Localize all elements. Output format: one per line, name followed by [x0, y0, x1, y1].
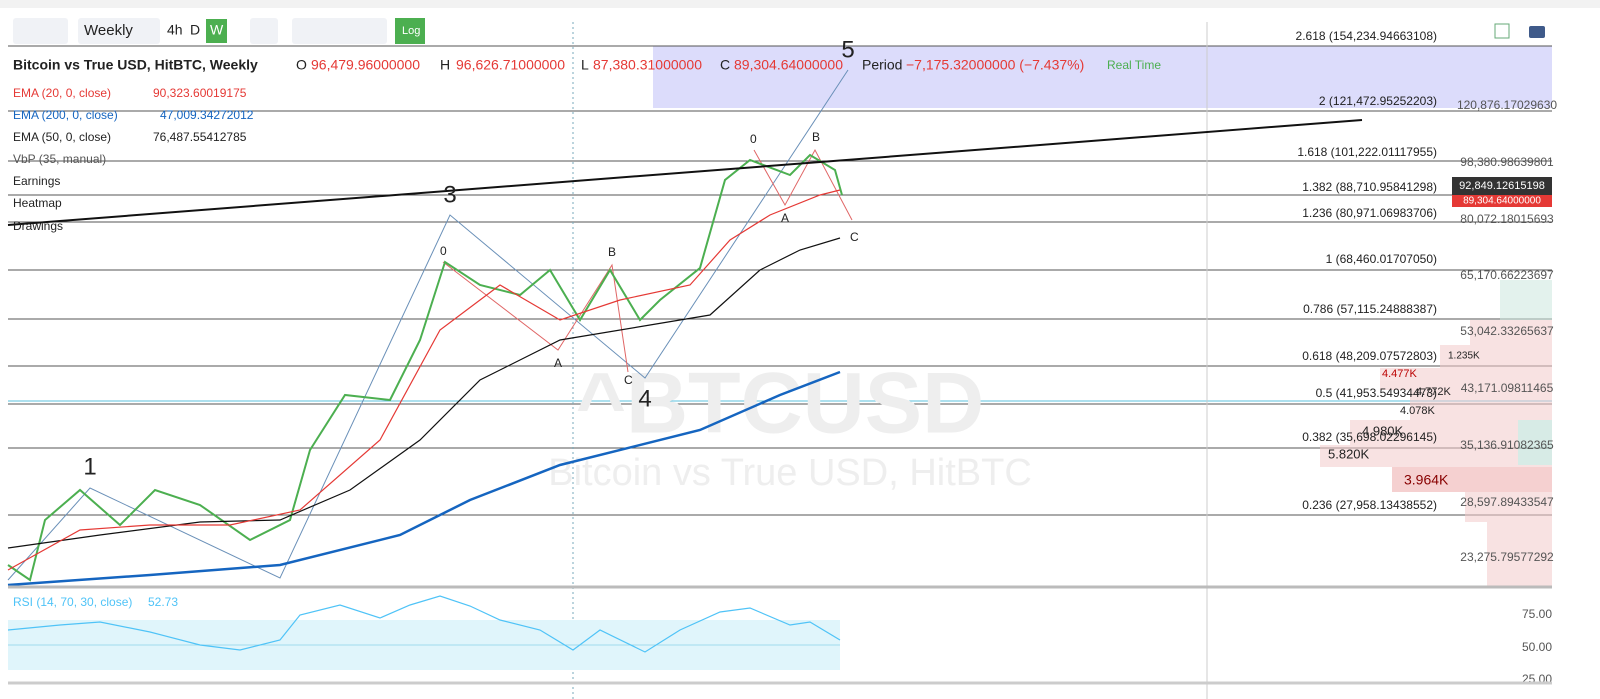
indicator[interactable]: Earnings [13, 174, 60, 188]
ohlc-value: 89,304.64000000 [734, 57, 843, 73]
fib-lines [8, 45, 1552, 516]
log-label: Log [402, 25, 420, 37]
price-label: 28,597.89433547 [1460, 495, 1554, 509]
ohlc-key: C [720, 57, 730, 73]
wave-channel [7, 69, 849, 581]
price-label: 23,275.79577292 [1460, 550, 1554, 564]
fib-label: 1.618 (101,222.01117955) [1297, 145, 1437, 159]
rsi-label: RSI (14, 70, 30, close) [13, 595, 132, 609]
ohlc-value: 96,626.71000000 [456, 57, 565, 73]
rsi-axis-label: 50.00 [1522, 640, 1552, 654]
price-label: 53,042.33265637 [1460, 324, 1554, 338]
ohlc-value: 96,479.96000000 [311, 57, 420, 73]
volume-label: 4.980K [1362, 423, 1404, 438]
tools[interactable] [292, 18, 387, 44]
badge [1452, 177, 1552, 195]
badge-label: 89,304.64000000 [1463, 196, 1541, 207]
ohlc-key: H [440, 57, 450, 73]
rsi-value: 52.73 [148, 595, 178, 609]
abc-label: B [812, 130, 820, 144]
volume-label: 4.772K [1416, 386, 1452, 398]
indicator: Drawings [13, 219, 63, 233]
price-label: 35,136.91082365 [1460, 438, 1554, 452]
price-label: 120,876.17029630 [1457, 98, 1557, 112]
active-interval[interactable] [206, 19, 227, 43]
wave-label: 3 [443, 181, 456, 208]
fib-label: 1 (68,460.01707050) [1326, 252, 1437, 266]
abc-label: 0 [440, 244, 447, 258]
abc-label: A [554, 356, 562, 370]
price [7, 153, 843, 582]
fib-label: 0.5 (41,953.54934473) [1316, 386, 1437, 400]
fib-label: 0.786 (57,115.24888387) [1303, 302, 1437, 316]
wave-label: 1 [83, 453, 96, 480]
period-value: −7,175.32000000 (−7.437%) [906, 57, 1084, 73]
fib-label: 2.618 (154,234.94663108) [1296, 29, 1437, 43]
volume-label: 5.820K [1328, 446, 1370, 461]
chart-type-button[interactable] [13, 18, 68, 44]
price-label: 98,380.98639801 [1460, 155, 1554, 169]
fib-label: 0.236 (27,958.13438552) [1302, 498, 1437, 512]
abc-label: C [850, 230, 859, 244]
fib-label: 2 (121,472.95252203) [1319, 94, 1437, 108]
ema-50 [7, 237, 841, 549]
indicator: VbP (35, manual) [13, 152, 106, 166]
indicator-value: 76,487.55412785 [153, 130, 247, 144]
indicator: EMA (20, 0, close) [13, 86, 111, 100]
fib-zone [653, 46, 1552, 108]
interval-button[interactable]: D [190, 22, 200, 38]
volume-profile [1320, 280, 1552, 587]
abc-label: C [624, 373, 633, 387]
rsi-axis-label: 75.00 [1522, 607, 1552, 621]
period-key: Period [862, 57, 902, 73]
indicator: EMA (200, 0, close) [13, 108, 118, 122]
volume-label: 1.235K [1448, 351, 1480, 362]
snapshot-button[interactable] [1529, 26, 1545, 38]
rsi-line [7, 595, 841, 653]
abc-lines [442, 148, 853, 373]
watermark-name: Bitcoin vs True USD, HitBTC [548, 452, 1032, 494]
log-button[interactable] [395, 18, 425, 44]
ohlc-key: O [296, 57, 307, 73]
symbol: Bitcoin vs True USD, HitBTC, Weekly [13, 57, 258, 73]
indicator-value: 90,323.60019175 [153, 86, 247, 100]
interval-dropdown[interactable] [78, 18, 160, 44]
ema-20 [7, 189, 841, 571]
interval-button[interactable]: W [210, 22, 224, 38]
wave-label: 4 [638, 385, 651, 412]
abc-label: A [781, 211, 789, 225]
ohlc-key: L [581, 57, 589, 73]
indicator-value: 47,009.34272012 [160, 108, 254, 122]
watermark-ticker: ^BTCUSD [576, 356, 985, 452]
volume-label: 4.078K [1400, 405, 1436, 417]
realtime: Real Time [1107, 58, 1161, 72]
volume-label: 4.477K [1382, 368, 1418, 380]
ema-200 [7, 370, 841, 587]
abc-label: B [608, 245, 616, 259]
top-bar [0, 0, 1600, 8]
volume-label: 3.964K [1404, 472, 1449, 488]
abc-label: 0 [750, 132, 757, 146]
fib-label: 0.618 (48,209.07572803) [1302, 349, 1437, 363]
trendline [7, 119, 1363, 226]
wave-label: 5 [841, 36, 854, 63]
fib-label: 1.382 (88,710.95841298) [1302, 180, 1437, 194]
interval: Weekly [84, 22, 133, 39]
indicator[interactable]: Heatmap [13, 196, 62, 210]
fullscreen-button[interactable] [1494, 23, 1510, 39]
price-label: 43,171.09811465 [1461, 381, 1554, 395]
badge-label: 92,849.12615198 [1459, 180, 1545, 192]
indicator: EMA (50, 0, close) [13, 130, 111, 144]
interval-button[interactable]: 4h [167, 22, 183, 38]
fib-label: 0.382 (35,698.02296145) [1302, 430, 1437, 444]
badge [1452, 195, 1552, 207]
fib-label: 1.236 (80,971.06983706) [1302, 206, 1437, 220]
ohlc-value: 87,380.31000000 [593, 57, 702, 73]
price-label: 65,170.66223697 [1460, 268, 1554, 282]
price-label: 80,072.18015693 [1460, 212, 1554, 226]
settings-button[interactable] [250, 18, 278, 44]
